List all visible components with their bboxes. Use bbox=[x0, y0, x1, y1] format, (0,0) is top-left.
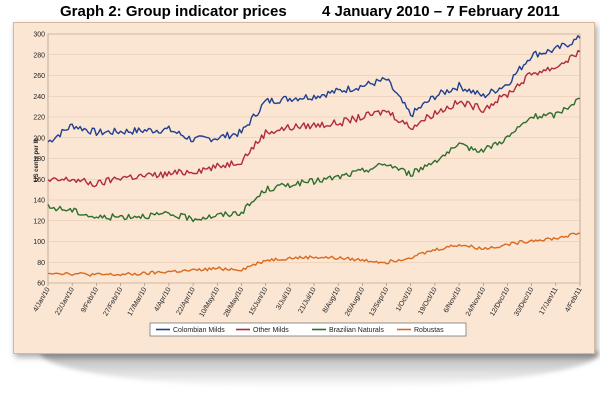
x-tick-label: 13/Sep/10 bbox=[368, 286, 390, 317]
legend-box bbox=[149, 322, 467, 337]
y-axis-ticks: 60 80 100 120 140 160 180 200 220 240 260 280 300 bbox=[33, 32, 45, 288]
legend: Colombian Milds Other Milds Brazilian Natu… bbox=[156, 327, 444, 334]
x-tick-label: 9/Feb/10 bbox=[80, 286, 100, 314]
chart-title: Graph 2: Group indicator prices bbox=[60, 3, 287, 20]
legend-label: Other Milds bbox=[253, 327, 289, 334]
y-tick-label: 200 bbox=[33, 135, 45, 142]
legend-label: Brazilian Naturals bbox=[329, 327, 384, 334]
x-tick-label: 22/Apr/10 bbox=[176, 286, 197, 316]
y-tick-label: 260 bbox=[33, 73, 45, 80]
y-tick-label: 160 bbox=[33, 177, 45, 184]
x-tick-label: 8/Aug/10 bbox=[322, 286, 342, 314]
y-tick-label: 80 bbox=[37, 260, 45, 267]
x-tick-label: 10/May/10 bbox=[199, 286, 221, 318]
y-tick-label: 220 bbox=[33, 115, 45, 122]
x-tick-label: 3/Jul/10 bbox=[275, 286, 293, 311]
legend-label: Colombian Milds bbox=[173, 327, 225, 334]
x-tick-label: 15/Jun/10 bbox=[248, 286, 269, 316]
x-tick-label: 26/Aug/10 bbox=[344, 286, 366, 317]
x-tick-label: 24/Nov/10 bbox=[465, 286, 487, 317]
y-tick-label: 180 bbox=[33, 156, 45, 163]
x-tick-label: 21/Jul/10 bbox=[297, 286, 317, 314]
x-tick-label: 17/Mar/10 bbox=[127, 286, 149, 317]
series-line-robustas bbox=[47, 232, 581, 277]
series-lines bbox=[47, 35, 581, 277]
x-tick-label: 1/Oct/10 bbox=[395, 286, 414, 313]
x-tick-label: 4/Apr/10 bbox=[153, 286, 172, 313]
series-line-other-milds bbox=[47, 49, 581, 188]
x-tick-label: 4/Feb/11 bbox=[564, 286, 584, 313]
y-tick-label: 240 bbox=[33, 94, 45, 101]
y-tick-label: 100 bbox=[33, 239, 45, 246]
x-axis-ticks: 4/Jan/10 22/Jan/10 9/Feb/10 27/Feb/10 17/Mar… bbox=[32, 283, 584, 318]
x-tick-label: 27/Feb/10 bbox=[102, 286, 124, 317]
legend-label: Robustas bbox=[414, 327, 444, 334]
y-tick-label: 60 bbox=[37, 281, 45, 288]
x-tick-label: 17/Jan/11 bbox=[538, 286, 559, 316]
x-tick-label: 28/May/10 bbox=[223, 286, 245, 318]
x-tick-label: 19/Oct/10 bbox=[417, 286, 438, 316]
x-tick-label: 30/Dec/10 bbox=[513, 286, 535, 317]
y-tick-label: 300 bbox=[33, 32, 45, 39]
y-tick-label: 280 bbox=[33, 52, 45, 59]
y-tick-label: 120 bbox=[33, 218, 45, 225]
chart-date-range: 4 January 2010 – 7 February 2011 bbox=[322, 3, 560, 20]
x-tick-label: 22/Jan/10 bbox=[54, 286, 75, 316]
series-line-colombian-milds bbox=[47, 35, 581, 143]
y-axis-label: US cents per lb bbox=[34, 138, 40, 182]
y-tick-label: 140 bbox=[33, 198, 45, 205]
x-tick-label: 6/Nov/10 bbox=[443, 286, 463, 314]
series-line-brazilian-naturals bbox=[47, 97, 581, 223]
x-tick-label: 12/Dec/10 bbox=[489, 286, 511, 317]
x-tick-label: 4/Jan/10 bbox=[32, 286, 52, 313]
